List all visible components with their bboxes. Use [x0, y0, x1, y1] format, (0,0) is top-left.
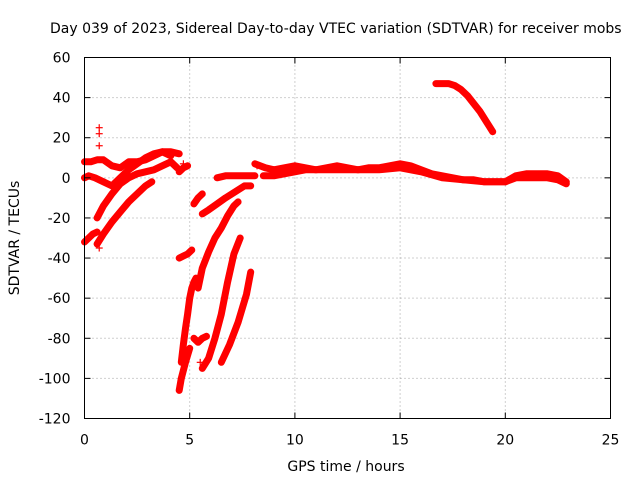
y-tick-label: 40 [53, 91, 71, 107]
series-arc-g [175, 246, 196, 262]
series-arc-k [190, 332, 210, 346]
y-tick-label: 20 [53, 131, 71, 147]
plot-frame [84, 57, 611, 419]
series-arc-s [432, 80, 497, 136]
y-tick-label: -80 [48, 331, 71, 347]
series-arc-p [213, 172, 259, 182]
y-axis-label: SDTVAR / TECUs [7, 181, 23, 296]
x-axis-label: GPS time / hours [287, 459, 404, 475]
tick-layer: 0 5 10 15 20 25 -120 -100 -80 -60 -40 -20 0 20 40 60 [39, 51, 620, 449]
series-arc-i [175, 344, 194, 394]
series-arc-m [217, 268, 255, 366]
series-arc-r [259, 164, 570, 188]
outlier-point [179, 160, 187, 168]
y-tick-label: -60 [48, 291, 71, 307]
x-tick-label: 15 [391, 433, 409, 449]
outlier-point [95, 124, 103, 132]
series-arc-h [177, 274, 200, 366]
x-tick-label: 20 [496, 433, 514, 449]
chart-title: Day 039 of 2023, Sidereal Day-to-day VTE… [50, 21, 622, 37]
y-tick-label: -40 [48, 251, 71, 267]
series-arc-d [81, 228, 101, 246]
series-arc-l [198, 234, 244, 372]
outlier-point [95, 130, 103, 138]
series-arc-j [194, 198, 242, 292]
series-layer [81, 80, 570, 394]
series-arc-o [198, 182, 255, 218]
outlier-point [95, 244, 103, 252]
outlier-layer [95, 124, 261, 366]
series-arc-e [93, 178, 156, 248]
x-tick-label: 10 [286, 433, 304, 449]
series-arc-c [93, 158, 181, 222]
x-tick-label: 5 [185, 433, 194, 449]
y-tick-label: 0 [62, 171, 71, 187]
y-tick-label: -20 [48, 211, 71, 227]
outlier-point [95, 142, 103, 150]
series-arc-f [175, 162, 192, 176]
outlier-point [196, 358, 204, 366]
outlier-point [253, 162, 261, 170]
y-tick-label: 60 [53, 51, 71, 67]
series-arc-n [190, 190, 206, 208]
x-tick-label: 25 [602, 433, 620, 449]
x-tick-label: 0 [80, 433, 89, 449]
grid-layer [84, 57, 611, 419]
y-tick-label: -120 [39, 412, 71, 428]
series-arc-b [81, 148, 175, 190]
y-tick-label: -100 [39, 371, 71, 387]
